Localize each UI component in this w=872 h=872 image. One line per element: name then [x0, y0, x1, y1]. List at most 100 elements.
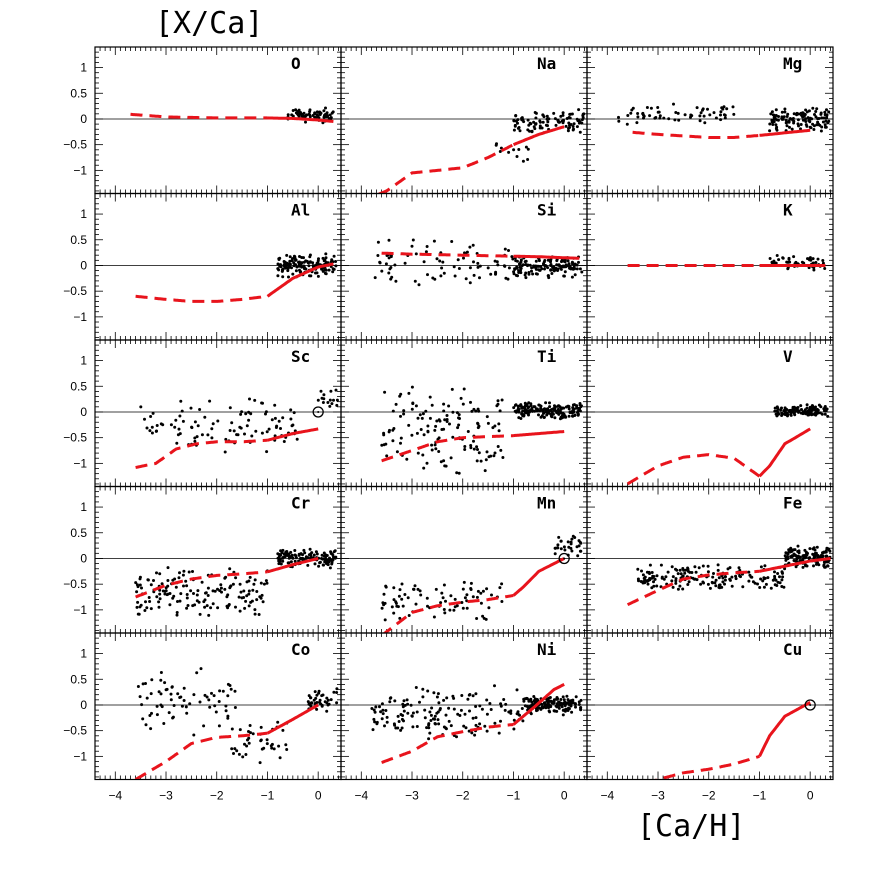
data-point	[818, 123, 822, 127]
data-point	[265, 581, 269, 585]
data-point	[283, 265, 287, 269]
data-point	[322, 259, 326, 263]
data-point	[309, 696, 312, 700]
data-point	[203, 598, 207, 602]
data-point	[321, 693, 325, 697]
data-point	[324, 106, 327, 110]
data-point	[154, 429, 158, 433]
data-point	[531, 272, 535, 276]
data-point	[701, 108, 704, 112]
data-point	[799, 127, 802, 131]
data-point	[425, 726, 429, 730]
data-point	[161, 589, 165, 593]
data-point	[546, 117, 550, 121]
panel-al: Al 1 0.5 0 −0.5 −1	[63, 192, 342, 341]
data-point	[571, 406, 575, 410]
data-point	[457, 423, 461, 427]
data-point	[433, 722, 437, 725]
data-point	[315, 701, 319, 704]
data-point	[291, 257, 294, 261]
data-point	[388, 267, 392, 271]
data-point	[774, 123, 778, 127]
data-point	[824, 550, 828, 554]
data-point	[469, 581, 473, 585]
data-point	[775, 254, 779, 257]
data-point	[567, 121, 571, 125]
data-point	[567, 407, 571, 411]
data-point	[392, 586, 396, 590]
data-point	[708, 586, 712, 590]
data-point	[205, 604, 209, 608]
data-point	[708, 113, 712, 117]
data-point	[497, 422, 501, 426]
data-point	[335, 403, 339, 407]
data-point	[804, 555, 808, 559]
data-point	[178, 571, 181, 575]
data-point	[566, 404, 570, 408]
data-point	[253, 608, 257, 612]
data-point	[773, 116, 777, 120]
data-point	[277, 268, 281, 272]
data-point	[260, 593, 264, 597]
panel-label: Mg	[783, 54, 802, 73]
data-point	[402, 412, 406, 416]
data-point	[335, 398, 339, 402]
data-point	[730, 575, 734, 579]
data-point	[288, 262, 292, 266]
data-point	[625, 122, 629, 126]
data-point	[322, 393, 326, 397]
data-point	[434, 424, 438, 428]
data-point	[447, 719, 451, 723]
data-point	[321, 563, 325, 567]
data-point	[297, 108, 301, 112]
data-point	[436, 692, 440, 696]
data-point	[443, 464, 447, 468]
data-point	[676, 572, 680, 576]
data-point	[811, 257, 815, 261]
data-point	[721, 580, 725, 584]
model-curve	[381, 430, 565, 463]
data-point	[780, 115, 784, 119]
data-point	[456, 258, 460, 262]
data-point	[737, 566, 741, 570]
data-point	[152, 579, 155, 582]
data-point	[546, 407, 550, 411]
data-point	[525, 696, 529, 700]
data-point	[474, 409, 478, 413]
data-point	[407, 614, 411, 617]
data-point	[575, 267, 579, 271]
data-point	[636, 567, 640, 571]
panel-label: Na	[537, 54, 556, 73]
data-point	[460, 601, 464, 604]
data-point	[421, 412, 425, 416]
data-point	[571, 701, 575, 705]
y-tick-label: 0	[80, 258, 87, 272]
data-point	[216, 606, 220, 610]
model-dashed	[626, 569, 760, 607]
data-point	[650, 571, 654, 574]
data-point	[155, 713, 159, 717]
data-point	[424, 250, 428, 254]
data-point	[471, 716, 475, 720]
scatter-points	[617, 102, 831, 133]
data-point	[552, 407, 556, 411]
x-tick-label: 0	[561, 789, 568, 803]
data-point	[541, 113, 545, 117]
data-point	[811, 122, 815, 126]
data-point	[557, 412, 561, 416]
data-point	[383, 724, 386, 728]
data-point	[759, 577, 763, 581]
data-point	[476, 589, 480, 593]
model-curve	[653, 701, 811, 780]
data-point	[655, 584, 659, 588]
data-point	[549, 412, 553, 416]
data-point	[448, 422, 451, 426]
data-point	[521, 414, 525, 418]
data-point	[566, 129, 570, 133]
data-point	[315, 693, 319, 697]
data-point	[187, 570, 191, 574]
data-point	[437, 418, 441, 422]
data-point	[823, 110, 827, 114]
data-point	[323, 115, 327, 119]
data-point	[189, 406, 193, 410]
